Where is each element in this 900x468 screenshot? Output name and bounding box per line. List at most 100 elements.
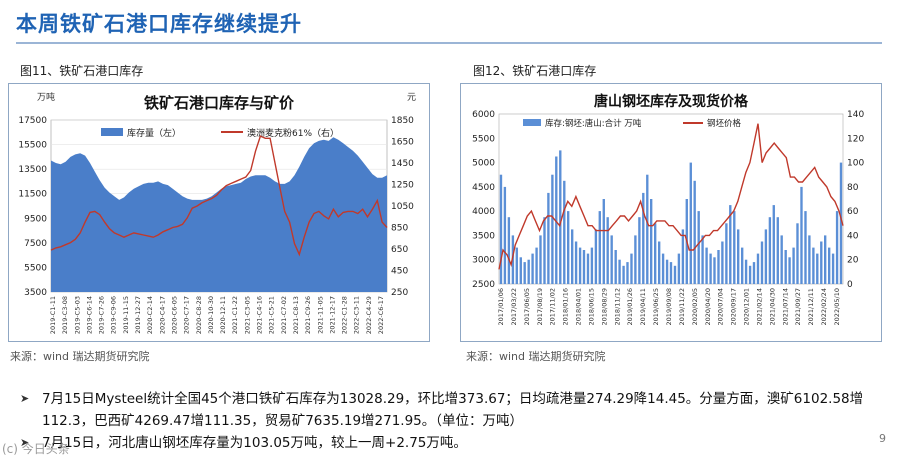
- bar: [828, 247, 831, 284]
- bar: [796, 223, 799, 284]
- legend-swatch-inventory: [523, 119, 541, 126]
- chart-panel-iron-ore: 铁矿石港口库存与矿价 万吨 元 3500 5500 7500 9500 11500 13500 1…: [8, 83, 430, 342]
- bullet-text: 7月15日，河北唐山钢坯库存量为103.05万吨，较上一周+2.75万吨。: [42, 435, 467, 451]
- x-tick-label: 2018/08/29: [600, 288, 608, 325]
- x-tick-label: 2021-C4-16: [256, 296, 264, 334]
- x-tick-label: 2019-C3-08: [61, 296, 69, 334]
- bar: [535, 247, 538, 284]
- bullet-list: ➤ 7月15日Mysteel统计全国45个港口铁矿石库存为13028.29，环比…: [20, 388, 880, 454]
- page-title: 本周铁矿石港口库存继续提升: [16, 12, 302, 36]
- bar: [622, 265, 625, 284]
- bullet-item: ➤ 7月15日Mysteel统计全国45个港口铁矿石库存为13028.29，环比…: [20, 388, 880, 432]
- legend-label-price: 澳洲麦克粉61%（右）: [247, 127, 339, 139]
- bar: [689, 162, 692, 284]
- bar: [594, 229, 598, 284]
- right-tick-label: 100: [847, 159, 864, 169]
- x-tick-label: 2019/09/08: [665, 288, 673, 325]
- bar: [519, 257, 522, 284]
- left-tick-label: 11500: [18, 190, 47, 200]
- x-tick-label: 2018/04/01: [575, 288, 583, 325]
- x-tick-label: 2020-C6-05: [171, 296, 179, 334]
- plot-area: [498, 113, 844, 285]
- legend-swatch-inventory: [101, 128, 123, 136]
- bar: [555, 156, 558, 284]
- figure-11-source: 来源：wind 瑞达期货研究院: [10, 350, 150, 363]
- bar: [582, 250, 586, 284]
- bar: [598, 211, 601, 284]
- bar: [741, 247, 744, 284]
- x-tick-label: 2022-C3-11: [353, 296, 361, 334]
- bar: [634, 235, 637, 284]
- x-tick-label: 2021/12/11: [807, 288, 815, 325]
- bar: [571, 229, 574, 284]
- x-tick-label: 2021-C1-22: [231, 296, 239, 334]
- right-tick-label: 120: [847, 134, 864, 144]
- legend-label-inventory: 库存:钢坯:唐山:合计 万吨: [545, 118, 642, 129]
- bar: [792, 247, 795, 284]
- x-tick-label: 2020-C2-14: [146, 296, 154, 334]
- bar: [780, 235, 783, 284]
- x-tick-label: 2019-11-15: [122, 296, 130, 334]
- bar: [816, 253, 819, 284]
- x-tick-label: 2019-C9-06: [110, 296, 118, 334]
- bar: [586, 253, 590, 284]
- x-tick-label: 2019/01/26: [626, 288, 634, 325]
- left-tick-label: 4000: [472, 207, 495, 217]
- x-tick-label: 2019/04/11: [639, 288, 647, 325]
- x-tick-label: 2020-C4-17: [158, 296, 166, 334]
- right-axis-unit: 元: [407, 93, 416, 103]
- x-tick-label: 2019-C6-14: [85, 296, 93, 334]
- left-axis-unit: 万吨: [37, 91, 55, 103]
- x-tick-label: 2021-C5-21: [268, 296, 276, 334]
- x-tick-label: 2022/02/24: [820, 288, 828, 325]
- x-tick-label: 2017/01/06: [497, 288, 505, 325]
- bar: [709, 253, 712, 284]
- x-tick-label: 2021-C8-13: [292, 296, 300, 334]
- x-tick-label: 2020/12/01: [743, 288, 751, 325]
- bar: [574, 241, 578, 284]
- left-tick-label: 2500: [472, 280, 495, 290]
- left-tick-label: 17500: [18, 116, 47, 126]
- bar: [717, 250, 720, 284]
- x-tick-label: 2022/05/10: [833, 288, 841, 325]
- right-tick-label: 250: [391, 288, 408, 298]
- chart-title: 唐山钢坯库存及现货价格: [594, 93, 749, 110]
- left-tick-label: 6000: [472, 110, 495, 120]
- right-tick-label: 1450: [391, 159, 414, 169]
- left-tick-label: 3500: [24, 288, 47, 298]
- bar: [824, 235, 827, 284]
- chart-billet-inventory: 唐山钢坯库存及现货价格 2500 3000 3500 4000 4500 5000 5500 6…: [472, 93, 864, 326]
- bar: [721, 241, 724, 284]
- bar: [654, 223, 657, 284]
- bar: [693, 180, 696, 284]
- right-tick-label: 850: [391, 224, 408, 234]
- bar: [539, 235, 542, 284]
- x-tick-label: 2022-C4-29: [365, 296, 373, 334]
- x-tick-label: 2019-C1-11: [49, 296, 57, 334]
- x-tick-label: 2019-12-27: [134, 296, 142, 334]
- right-tick-label: 450: [391, 267, 408, 277]
- bar: [606, 217, 609, 284]
- bar: [752, 262, 756, 284]
- left-tick-label: 5500: [472, 134, 495, 144]
- right-tick-label: 0: [847, 280, 853, 290]
- x-tick-label: 2018/11/12: [613, 288, 621, 325]
- right-tick-label: 60: [847, 207, 859, 217]
- bar: [578, 247, 582, 284]
- bar: [507, 217, 511, 284]
- x-tick-label: 2020/04/20: [704, 288, 712, 325]
- bar: [681, 229, 685, 284]
- arrow-bullet-icon: ➤: [20, 392, 30, 405]
- bar: [669, 262, 673, 284]
- bar: [839, 162, 843, 284]
- bar: [673, 265, 677, 284]
- bar: [527, 259, 530, 284]
- right-tick-label: 1050: [391, 202, 414, 212]
- series-price-line: [50, 135, 388, 257]
- bar: [733, 211, 736, 284]
- bar: [835, 211, 839, 284]
- x-tick-label: 2020-10-30: [207, 296, 215, 334]
- watermark: (c) 今日头条: [2, 442, 70, 456]
- bar: [658, 241, 661, 284]
- bar: [748, 265, 752, 284]
